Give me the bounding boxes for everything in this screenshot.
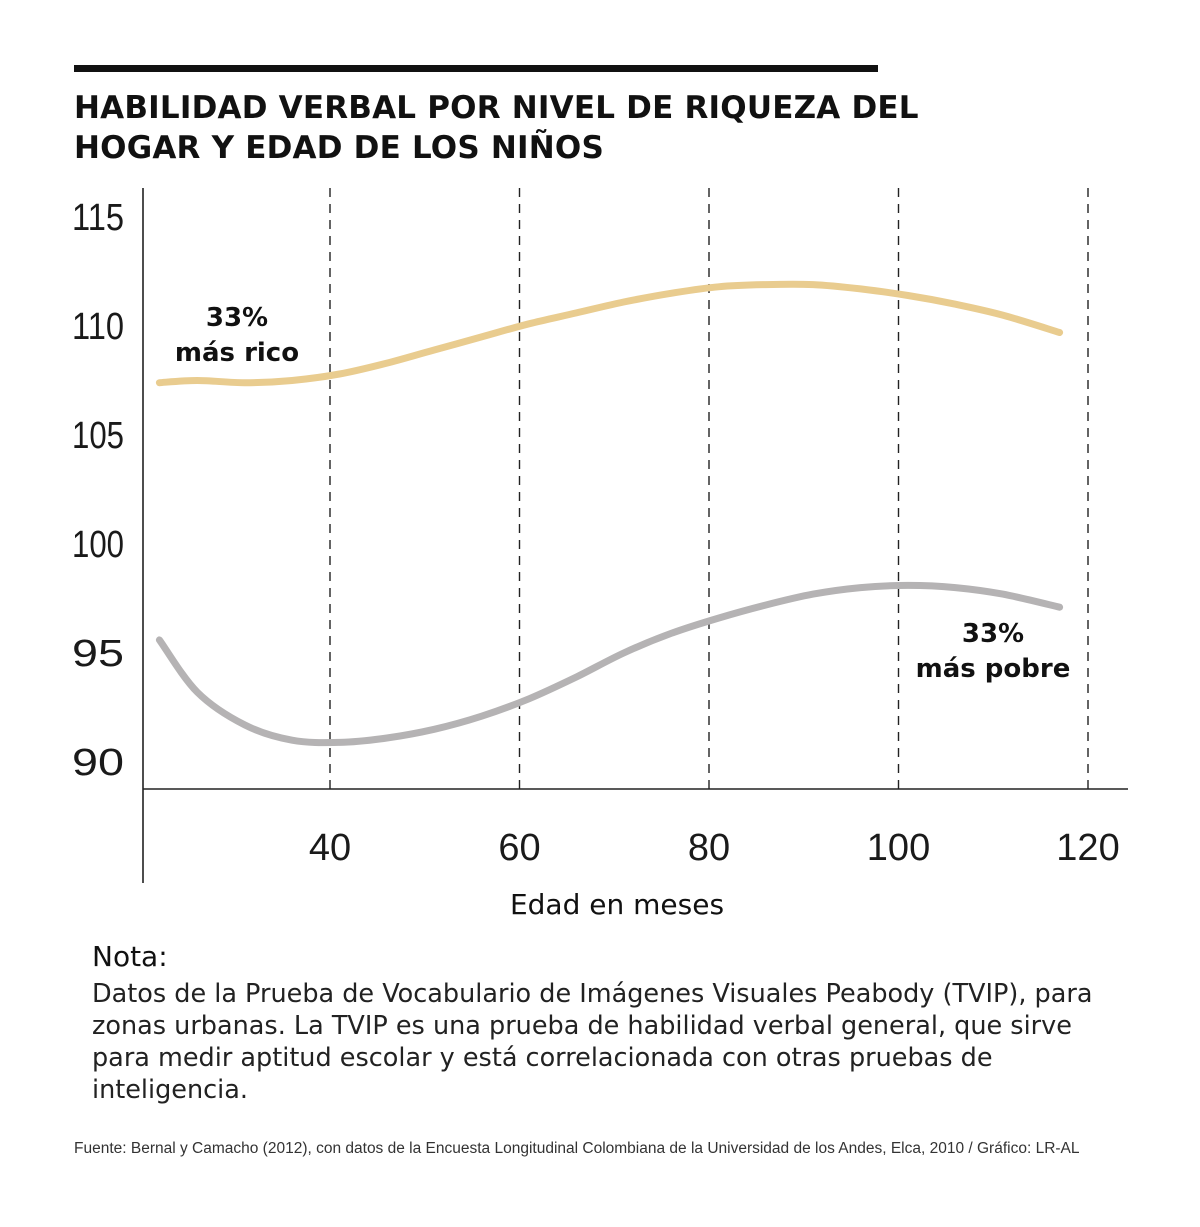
y-tick-label-90: 90 [72,742,124,784]
series-line-mas-rico [155,280,1064,387]
series-layer [155,280,1064,747]
series-label-mas-rico-line1: 33% [206,303,268,333]
labels-layer: 33% más rico 33% más pobre [175,303,1070,684]
series-label-mas-pobre-line1: 33% [962,619,1024,649]
y-tick-label-95: 95 [72,633,124,675]
chart-title: HABILIDAD VERBAL POR NIVEL DE RIQUEZA DE… [74,90,919,166]
x-tick-label-80: 80 [688,827,730,869]
x-axis-label: Edad en meses [510,888,724,921]
note-heading: Nota: [92,940,168,973]
grid-layer [329,188,1089,789]
top-rule [74,65,878,72]
series-line-mas-pobre [155,581,1064,747]
x-tick-label-40: 40 [309,827,351,869]
y-tick-label-110: 110 [72,306,124,348]
axes-layer: 90 95 100 105 110 115 40 60 80 100 120 Edad en mese… [72,188,1128,921]
series-label-mas-pobre-line2: más pobre [916,654,1071,684]
series-label-mas-rico-line2: más rico [175,338,299,368]
x-tick-label-60: 60 [498,827,540,869]
source-credit: Fuente: Bernal y Camacho (2012), con dat… [74,1140,1080,1157]
note-text: Datos de la Prueba de Vocabulario de Imá… [92,979,1093,1105]
y-tick-label-105: 105 [72,415,124,457]
y-tick-label-100: 100 [72,524,124,566]
y-tick-label-115: 115 [72,197,124,239]
x-tick-label-120: 120 [1056,827,1119,869]
x-tick-label-100: 100 [867,827,930,869]
